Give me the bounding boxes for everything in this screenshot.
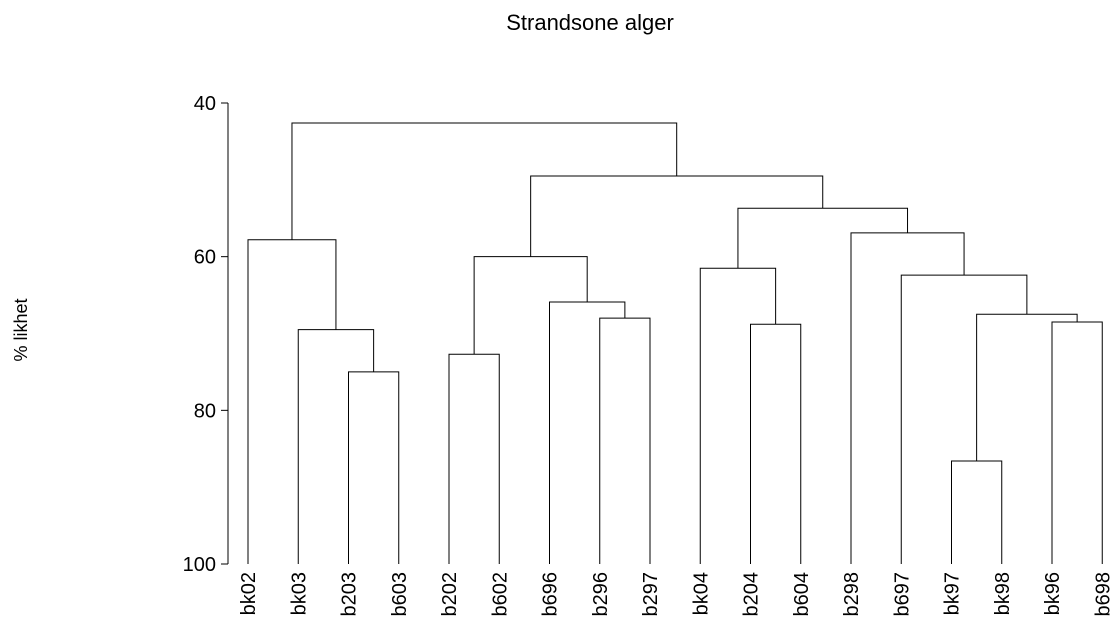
dendrogram-link — [850, 232, 965, 564]
leaf-label: b696 — [540, 572, 562, 617]
y-axis-label: % likhet — [11, 298, 31, 361]
dendrogram-link — [247, 239, 337, 564]
leaf-label: bk04 — [690, 572, 712, 615]
leaf-label: b604 — [791, 572, 813, 617]
y-tick-label: 40 — [194, 93, 216, 115]
dendrogram-link — [448, 353, 500, 564]
y-tick-label: 60 — [194, 247, 216, 269]
dendrogram-link — [699, 267, 777, 564]
leaf-label: bk98 — [992, 572, 1014, 615]
dendrogram-link — [900, 274, 1028, 564]
dendrogram-link — [297, 329, 375, 564]
dendrogram-link — [530, 175, 824, 257]
leaf-label: b697 — [891, 572, 913, 617]
chart-title: Strandsone alger — [506, 10, 674, 35]
leaf-label: bk03 — [288, 572, 310, 615]
leaf-label: b297 — [640, 572, 662, 617]
leaf-label: b603 — [389, 572, 411, 617]
y-tick-label: 80 — [194, 400, 216, 422]
leaf-label: bk02 — [238, 572, 260, 615]
dendrogram-link — [951, 460, 1003, 564]
leaf-label: b204 — [741, 572, 763, 617]
dendrogram-link — [599, 317, 651, 564]
dendrogram-link — [976, 313, 1078, 462]
leaf-label: b296 — [590, 572, 612, 617]
leaf-label: bk97 — [942, 572, 964, 615]
leaf-label: b698 — [1092, 572, 1114, 617]
y-tick-label: 100 — [183, 554, 216, 576]
leaf-label: b203 — [339, 572, 361, 617]
leaf-label: bk96 — [1042, 572, 1064, 615]
dendrogram-link — [473, 256, 588, 355]
leaf-label: b298 — [841, 572, 863, 617]
dendrogram-link — [737, 207, 909, 269]
dendrogram-link — [549, 301, 626, 564]
dendrogram-link — [348, 371, 400, 564]
dendrogram-link — [291, 122, 678, 240]
leaf-label: b602 — [489, 572, 511, 617]
leaf-label: b202 — [439, 572, 461, 617]
dendrogram-link — [750, 323, 802, 564]
dendrogram-link — [1051, 321, 1103, 564]
